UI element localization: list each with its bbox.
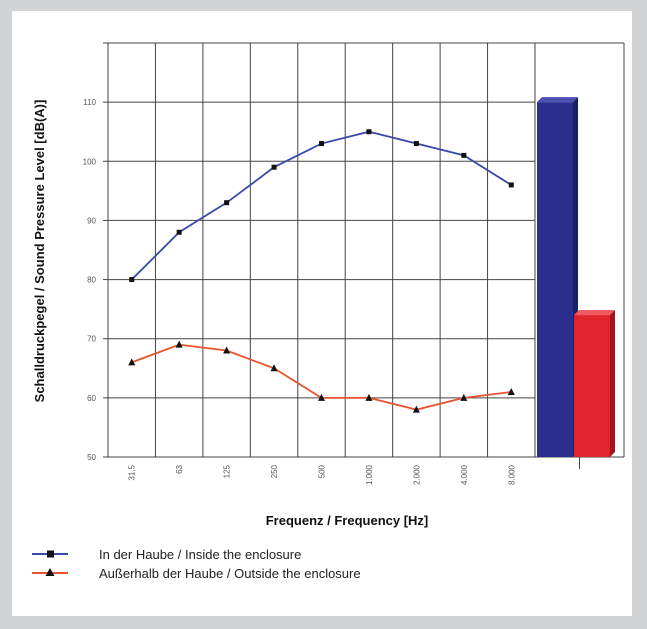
data-point-outside: [318, 393, 325, 401]
bar-top-face: [537, 97, 578, 103]
data-point-inside: [366, 129, 372, 135]
data-point-outside: [175, 340, 183, 348]
data-point-outside: [460, 393, 468, 401]
series-line-inside: [131, 130, 512, 281]
y-axis-title: Schalldruckpegel / Sound Pressure Level …: [32, 100, 47, 403]
y-tick-label: 90: [87, 216, 96, 225]
data-point-outside: [128, 358, 136, 366]
bar-top-face: [574, 310, 615, 316]
data-point-inside: [413, 141, 419, 147]
y-tick-label: 80: [87, 276, 96, 285]
legend-label-outside: Außerhalb der Haube / Outside the enclos…: [99, 566, 361, 581]
data-point-inside: [461, 152, 467, 158]
data-point-inside: [319, 141, 324, 147]
chart-frame: 50 60 70 80 90 100 110 31,5 63 125 250 500 1.000 2.00…: [12, 11, 632, 616]
data-point-inside: [508, 182, 514, 188]
data-point-outside: [223, 346, 231, 354]
data-point-outside: [270, 364, 278, 372]
y-tick-label: 50: [87, 453, 96, 462]
x-tick-label: 1.000: [365, 464, 374, 485]
x-tick-label: 125: [223, 464, 232, 478]
legend-marker-square: [47, 550, 54, 558]
bar-inside: [537, 102, 573, 458]
data-point-outside: [412, 405, 420, 413]
legend-label-inside: In der Haube / Inside the enclosure: [99, 547, 301, 562]
data-point-outside: [365, 393, 373, 401]
legend-marker-triangle: [45, 568, 55, 576]
chart-svg: 50 60 70 80 90 100 110 31,5 63 125 250 500 1.000 2.00…: [32, 42, 625, 581]
data-point-inside: [271, 164, 277, 170]
x-tick-label: 8.000: [507, 464, 516, 485]
bar-outside: [574, 315, 610, 457]
x-tick-label: 63: [175, 464, 184, 473]
x-tick-label: 31,5: [128, 464, 137, 480]
x-axis-title: Frequenz / Frequency [Hz]: [266, 513, 429, 528]
bar-side-face: [610, 310, 615, 457]
y-tick-label: 110: [83, 98, 96, 107]
data-point-inside: [176, 229, 182, 235]
x-tick-label: 4.000: [460, 464, 469, 485]
data-point-outside: [507, 387, 515, 395]
data-point-inside: [224, 200, 230, 206]
data-point-inside: [129, 277, 135, 283]
x-tick-label: 250: [270, 464, 279, 478]
x-tick-label: 500: [318, 464, 327, 478]
y-tick-label: 70: [87, 335, 96, 344]
y-tick-label: 60: [87, 394, 96, 403]
x-tick-label: 2.000: [412, 464, 421, 485]
y-tick-label: 100: [83, 157, 97, 166]
